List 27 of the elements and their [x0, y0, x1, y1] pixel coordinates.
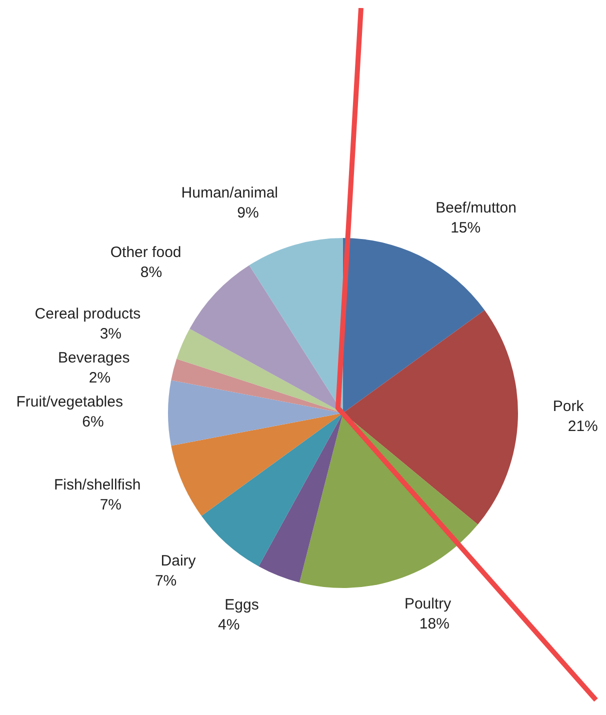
- slice-label: Dairy: [160, 552, 196, 570]
- pie-slice: [343, 238, 485, 413]
- pie-slice: [258, 413, 343, 582]
- data-label: 21%: [568, 418, 598, 435]
- pie-slice: [171, 413, 343, 516]
- slice-label: Other food: [110, 244, 182, 261]
- slice-label: Fruit/vegetables: [16, 394, 123, 411]
- data-label: 7%: [100, 496, 122, 514]
- data-label: 3%: [100, 326, 122, 343]
- slice-label: Eggs: [224, 596, 259, 614]
- data-label: 6%: [82, 414, 104, 431]
- slice-label: Human/animal: [181, 184, 278, 202]
- slice-label: Pork: [552, 398, 584, 415]
- data-label: 18%: [419, 615, 450, 632]
- pie-slice: [343, 310, 518, 525]
- data-label: 7%: [154, 572, 177, 590]
- data-label: 9%: [237, 204, 259, 222]
- data-label: 15%: [450, 219, 481, 236]
- slice-label: Beverages: [58, 350, 130, 367]
- slice-label: Poultry: [404, 595, 452, 612]
- slice-label: Cereal products: [34, 306, 141, 323]
- data-label: 2%: [88, 370, 111, 387]
- data-label: 4%: [218, 616, 240, 634]
- data-label: 8%: [140, 264, 162, 281]
- slice-label: Beef/mutton: [436, 199, 516, 216]
- slice-label: Fish/shellfish: [54, 476, 141, 494]
- pie-slice: [201, 413, 343, 566]
